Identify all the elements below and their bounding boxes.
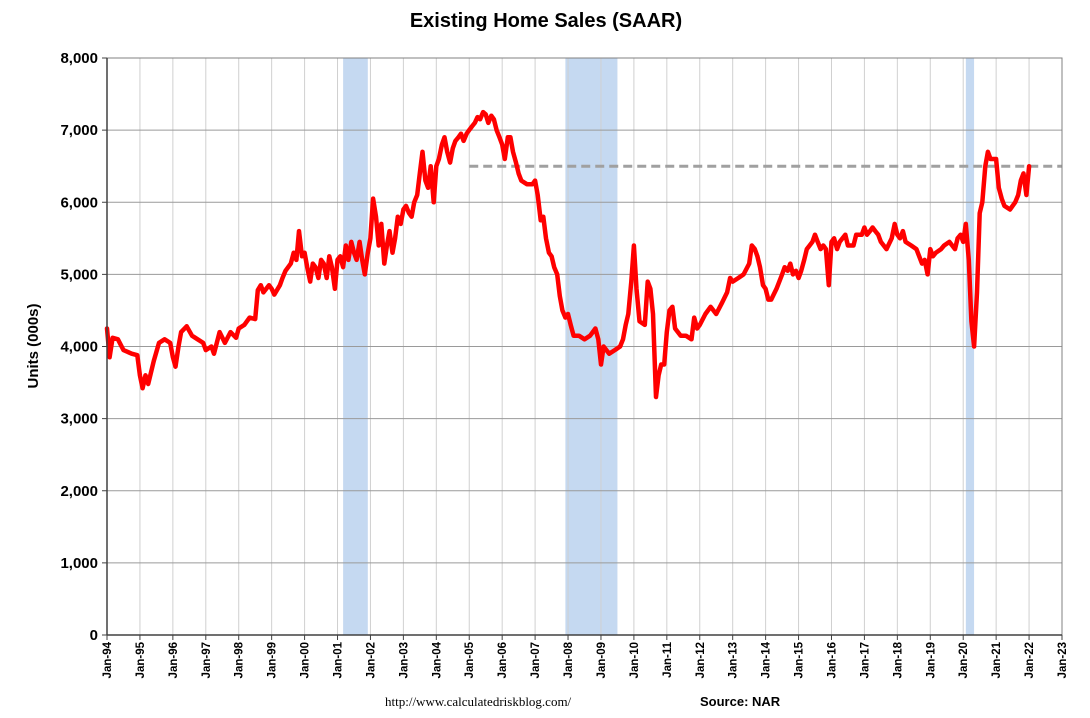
x-tick-labels: Jan-94 Jan-95 Jan-96 Jan-97 Jan-98 Jan-99 Jan-… (102, 641, 1069, 678)
x-tick-label-26: Jan-20 (958, 642, 970, 678)
y-tick-labels: 0 1,000 2,000 3,000 4,000 5,000 6,000 7,000 8,00… (60, 50, 98, 644)
x-tick-label-16: Jan-10 (629, 642, 641, 678)
x-tick-label-8: Jan-02 (365, 642, 377, 678)
x-tick-label-17: Jan-11 (662, 641, 674, 677)
series-line-1 (104, 109, 1032, 400)
x-tick-label-21: Jan-15 (794, 641, 806, 678)
x-tick-label-3: Jan-97 (201, 642, 213, 678)
source-label: Source: NAR (700, 694, 781, 709)
x-tick-label-0: Jan-94 (102, 641, 114, 678)
x-tick-label-6: Jan-00 (300, 642, 312, 678)
y-tick-label-4: 4,000 (60, 339, 98, 356)
x-tick-label-18: Jan-12 (695, 642, 707, 678)
x-tick-label-4: Jan-98 (234, 641, 246, 678)
x-tick-label-7: Jan-01 (333, 641, 345, 678)
y-tick-label-3: 3,000 (60, 411, 98, 428)
x-tick-label-23: Jan-17 (859, 642, 871, 678)
x-tick-label-14: Jan-08 (563, 641, 575, 678)
x-tick-label-24: Jan-18 (892, 641, 904, 678)
y-tick-label-0: 0 (90, 627, 98, 644)
y-tick-label-6: 6,000 (60, 194, 98, 211)
y-axis-label: Units (000s) (25, 303, 42, 388)
x-tick-label-11: Jan-05 (464, 641, 476, 678)
series-group (104, 109, 1032, 400)
x-tick-label-12: Jan-06 (497, 642, 509, 678)
x-tick-label-10: Jan-04 (431, 641, 443, 678)
x-tick-label-28: Jan-22 (1024, 642, 1036, 678)
x-tick-label-5: Jan-99 (267, 642, 279, 678)
x-tick-label-25: Jan-19 (925, 642, 937, 678)
y-tick-label-1: 1,000 (60, 555, 98, 572)
x-tick-label-19: Jan-13 (728, 642, 740, 678)
y-tick-label-2: 2,000 (60, 483, 98, 500)
x-tick-label-2: Jan-96 (168, 642, 180, 678)
x-tick-label-27: Jan-21 (991, 641, 1003, 678)
x-tick-label-9: Jan-03 (398, 642, 410, 678)
y-tick-label-7: 7,000 (60, 122, 98, 139)
chart-title: Existing Home Sales (SAAR) (410, 10, 682, 32)
axes (102, 57, 1063, 640)
x-tick-label-22: Jan-16 (826, 642, 838, 678)
x-tick-label-20: Jan-14 (761, 641, 773, 678)
y-tick-label-5: 5,000 (60, 266, 98, 283)
x-tick-label-13: Jan-07 (530, 642, 542, 678)
y-tick-label-8: 8,000 (60, 50, 98, 67)
x-tick-label-15: Jan-09 (596, 642, 608, 678)
x-tick-label-1: Jan-95 (135, 641, 147, 678)
source-url: http://www.calculatedriskblog.com/ (385, 694, 572, 709)
x-tick-label-29: Jan-23 (1057, 642, 1069, 678)
